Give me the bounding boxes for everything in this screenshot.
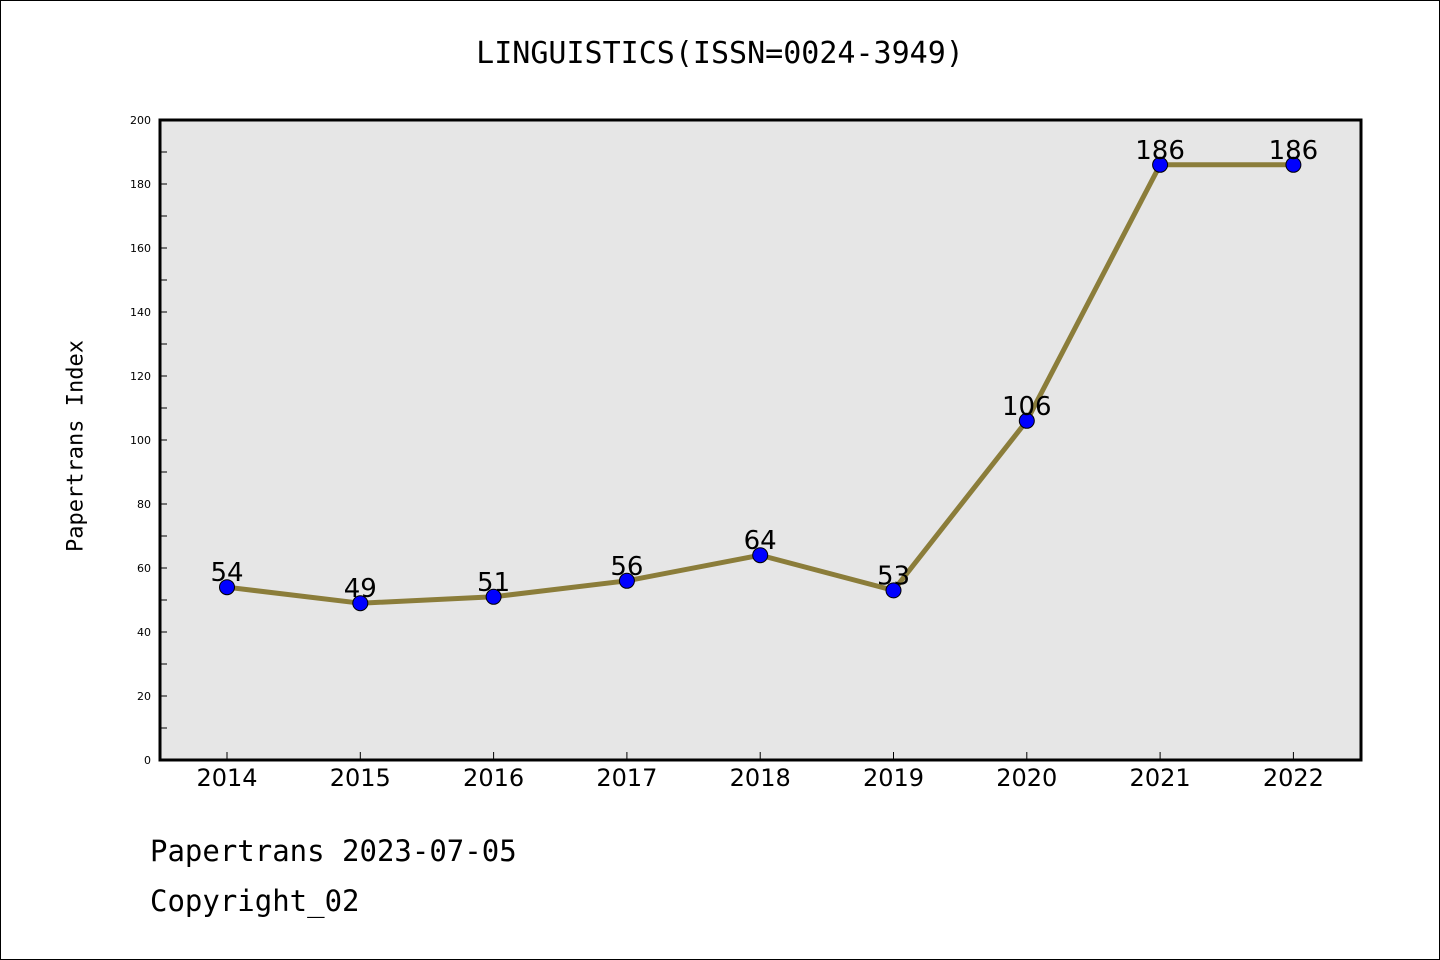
plot-border xyxy=(158,118,1363,762)
x-tick-label: 2018 xyxy=(730,764,791,792)
data-point xyxy=(1152,156,1169,173)
x-tick-label: 2022 xyxy=(1263,764,1324,792)
chart-title: LINGUISTICS(ISSN=0024-3949) xyxy=(476,36,964,71)
x-tick-label: 2016 xyxy=(463,764,524,792)
data-label: 186 xyxy=(1269,136,1319,166)
data-points xyxy=(219,156,1302,612)
y-axis-ticks: 0 20 40 60 80 100 120 140 160 180 200 xyxy=(130,114,167,767)
data-point xyxy=(885,582,902,599)
y-tick-label: 100 xyxy=(130,434,151,447)
footer-date: Papertrans 2023-07-05 xyxy=(150,834,517,868)
data-point xyxy=(352,595,369,612)
data-label: 106 xyxy=(1002,392,1052,422)
data-label: 56 xyxy=(610,552,643,582)
data-label: 49 xyxy=(344,574,377,604)
plot-area xyxy=(160,120,1361,760)
x-tick-label: 2017 xyxy=(596,764,657,792)
data-label: 53 xyxy=(877,561,910,591)
y-tick-label: 140 xyxy=(130,306,151,319)
x-tick-label: 2015 xyxy=(330,764,391,792)
data-point xyxy=(485,588,502,605)
x-tick-label: 2020 xyxy=(996,764,1057,792)
x-tick-label: 2021 xyxy=(1130,764,1191,792)
footer-copyright: Copyright_02 xyxy=(150,884,360,918)
x-tick-label: 2019 xyxy=(863,764,924,792)
data-point xyxy=(618,572,635,589)
y-tick-label: 80 xyxy=(137,498,151,511)
data-point xyxy=(752,547,769,564)
data-label: 186 xyxy=(1135,136,1185,166)
data-labels: 54 49 51 56 64 53 106 186 186 xyxy=(210,136,1318,604)
x-tick-label: 2014 xyxy=(196,764,257,792)
y-tick-label: 180 xyxy=(130,178,151,191)
y-tick-label: 60 xyxy=(137,562,151,575)
data-point xyxy=(1018,412,1035,429)
y-tick-label: 20 xyxy=(137,690,151,703)
data-label: 64 xyxy=(744,526,777,556)
data-point xyxy=(1285,156,1302,173)
y-tick-label: 200 xyxy=(130,114,151,127)
y-tick-label: 160 xyxy=(130,242,151,255)
data-point xyxy=(219,579,235,596)
x-axis-ticks: 2014 2015 2016 2017 2018 2019 2020 2021 2022 xyxy=(196,752,1324,792)
y-tick-label: 0 xyxy=(144,754,151,767)
data-label: 54 xyxy=(210,558,243,588)
y-tick-label: 120 xyxy=(130,370,151,383)
data-label: 51 xyxy=(477,568,510,598)
y-tick-label: 40 xyxy=(137,626,151,639)
